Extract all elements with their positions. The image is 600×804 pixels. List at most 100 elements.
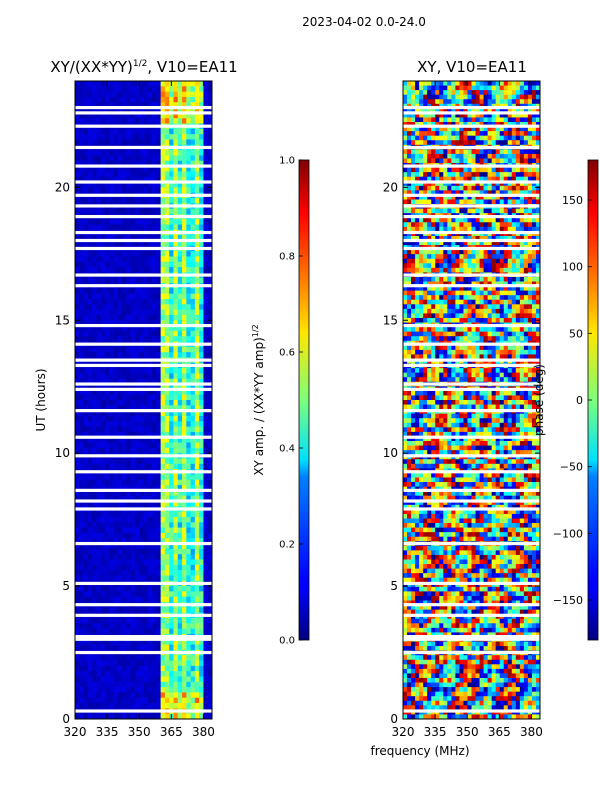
phase-heatmap-cell xyxy=(459,199,463,204)
amplitude-heatmap-cell xyxy=(191,368,196,374)
amplitude-heatmap-cell xyxy=(114,645,119,651)
amplitude-heatmap-cell xyxy=(135,522,140,528)
amplitude-heatmap-cell xyxy=(182,522,187,528)
amplitude-heatmap-cell xyxy=(178,331,183,337)
amplitude-heatmap-cell xyxy=(156,416,161,422)
amplitude-heatmap-cell xyxy=(88,421,93,427)
amplitude-heatmap-cell xyxy=(169,560,174,566)
amplitude-heatmap-cell xyxy=(199,395,204,401)
amplitude-heatmap-cell xyxy=(131,219,136,225)
amplitude-heatmap-cell xyxy=(126,225,131,231)
amplitude-heatmap-cell xyxy=(199,304,204,310)
amplitude-heatmap-cell xyxy=(139,400,144,406)
amplitude-heatmap-cell xyxy=(165,570,170,576)
colorbar-tick-label: 0.2 xyxy=(279,540,295,551)
amplitude-heatmap-cell xyxy=(96,209,101,215)
amplitude-heatmap-cell xyxy=(182,373,187,379)
amplitude-heatmap-cell xyxy=(156,139,161,145)
amplitude-heatmap-cell xyxy=(156,256,161,262)
amplitude-heatmap-cell xyxy=(191,597,196,603)
amplitude-heatmap-cell xyxy=(135,666,140,672)
amplitude-heatmap-cell xyxy=(161,267,166,273)
amplitude-heatmap-cell xyxy=(88,565,93,571)
phase-heatmap-cell xyxy=(472,86,476,91)
amplitude-heatmap-cell xyxy=(109,480,114,486)
amplitude-heatmap-cell xyxy=(139,692,144,698)
phase-heatmap-cell xyxy=(496,168,500,173)
amplitude-heatmap-cell xyxy=(109,703,114,709)
phase-heatmap-cell xyxy=(488,149,492,154)
amplitude-heatmap-cell xyxy=(109,597,114,603)
flagged-row xyxy=(75,542,212,545)
amplitude-heatmap-cell xyxy=(152,480,157,486)
amplitude-heatmap-cell xyxy=(101,586,106,592)
phase-heatmap-cell xyxy=(472,172,476,177)
amplitude-heatmap-cell xyxy=(203,597,208,603)
amplitude-heatmap-cell xyxy=(75,256,80,262)
amplitude-heatmap-cell xyxy=(186,251,191,257)
amplitude-heatmap-cell xyxy=(144,687,149,693)
amplitude-heatmap-cell xyxy=(131,464,136,470)
amplitude-heatmap-cell xyxy=(92,512,97,518)
amplitude-heatmap-cell xyxy=(79,262,84,268)
amplitude-heatmap-cell xyxy=(139,698,144,704)
amplitude-heatmap-cell xyxy=(144,698,149,704)
amplitude-heatmap-cell xyxy=(118,687,123,693)
amplitude-heatmap-cell xyxy=(165,267,170,273)
amplitude-heatmap-cell xyxy=(186,267,191,273)
phase-heatmap-cell xyxy=(407,218,411,223)
amplitude-heatmap-cell xyxy=(122,517,127,523)
amplitude-heatmap-cell xyxy=(148,623,153,629)
amplitude-heatmap-cell xyxy=(173,331,178,337)
amplitude-heatmap-cell xyxy=(169,267,174,273)
phase-heatmap-cell xyxy=(439,168,443,173)
amplitude-heatmap-cell xyxy=(122,288,127,294)
amplitude-heatmap-cell xyxy=(144,92,149,98)
amplitude-heatmap-cell xyxy=(178,427,183,433)
amplitude-heatmap-cell xyxy=(199,671,204,677)
amplitude-heatmap-cell xyxy=(101,209,106,215)
amplitude-heatmap-cell xyxy=(79,118,84,124)
amplitude-heatmap-cell xyxy=(96,315,101,321)
amplitude-heatmap-cell xyxy=(182,676,187,682)
amplitude-heatmap-cell xyxy=(165,150,170,156)
phase-heatmap-cell xyxy=(403,149,407,154)
amplitude-heatmap-cell xyxy=(126,623,131,629)
amplitude-heatmap-cell xyxy=(182,655,187,661)
amplitude-heatmap-cell xyxy=(161,421,166,427)
amplitude-heatmap-cell xyxy=(173,522,178,528)
amplitude-heatmap-cell xyxy=(186,219,191,225)
phase-heatmap-cell xyxy=(431,209,435,214)
phase-heatmap-cell xyxy=(528,199,532,204)
amplitude-heatmap-cell xyxy=(122,421,127,427)
amplitude-heatmap-cell xyxy=(105,331,110,337)
amplitude-heatmap-cell xyxy=(144,155,149,161)
amplitude-heatmap-cell xyxy=(131,586,136,592)
amplitude-heatmap-cell xyxy=(195,416,200,422)
amplitude-heatmap-cell xyxy=(109,209,114,215)
amplitude-heatmap-cell xyxy=(186,666,191,672)
amplitude-heatmap-cell xyxy=(182,251,187,257)
amplitude-heatmap-cell xyxy=(195,570,200,576)
amplitude-heatmap-cell xyxy=(101,607,106,613)
amplitude-heatmap-cell xyxy=(96,528,101,534)
phase-heatmap-cell xyxy=(512,81,516,86)
amplitude-heatmap-cell xyxy=(203,575,208,581)
amplitude-heatmap-cell xyxy=(122,655,127,661)
amplitude-heatmap-cell xyxy=(79,655,84,661)
amplitude-heatmap-cell xyxy=(92,288,97,294)
amplitude-heatmap-cell xyxy=(135,304,140,310)
amplitude-heatmap-cell xyxy=(195,310,200,316)
amplitude-heatmap-cell xyxy=(105,219,110,225)
phase-heatmap-cell xyxy=(488,81,492,86)
amplitude-heatmap-cell xyxy=(195,692,200,698)
phase-heatmap-cell xyxy=(403,81,407,86)
amplitude-heatmap-cell xyxy=(75,512,80,518)
amplitude-heatmap-cell xyxy=(165,421,170,427)
amplitude-heatmap-cell xyxy=(79,533,84,539)
amplitude-heatmap-cell xyxy=(114,97,119,103)
amplitude-heatmap-cell xyxy=(135,671,140,677)
phase-heatmap-cell xyxy=(524,199,528,204)
amplitude-heatmap-cell xyxy=(199,155,204,161)
